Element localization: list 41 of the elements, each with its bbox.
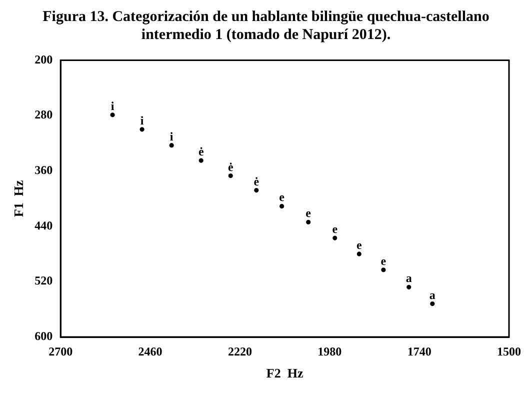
text: ė: [228, 160, 234, 174]
series-label: i: [110, 98, 115, 113]
series-label: a: [429, 288, 436, 302]
x-axis-title: F2 Hz: [266, 366, 304, 381]
point: [254, 188, 259, 193]
chart-title: Figura 13. Categorización de un hablante bilingüe quechua-castellano intermedio 1 (tomado de Napurí 2012).: [42, 8, 490, 44]
y-tick-label: 280: [34, 108, 53, 122]
text: e: [279, 190, 284, 204]
point: [169, 143, 174, 148]
series-label: e: [306, 206, 312, 220]
point: [332, 236, 338, 240]
x-tick-label: 1500: [497, 344, 521, 358]
x-tick-label: 2460: [138, 344, 162, 358]
text: e: [356, 238, 362, 252]
point: [356, 252, 362, 256]
x-tick-label: 1980: [318, 344, 342, 358]
point: [306, 220, 311, 224]
point: [280, 204, 284, 209]
point: [430, 301, 435, 306]
x-tick-label: 2220: [228, 344, 252, 358]
y-tick-label: 200: [34, 52, 53, 66]
text: e: [380, 254, 386, 268]
point: [406, 284, 412, 290]
text: a: [406, 271, 412, 286]
y-tick-label: 600: [34, 329, 53, 344]
point: [198, 158, 204, 163]
text: i: [170, 129, 174, 144]
point: [381, 268, 386, 272]
point: [110, 112, 115, 118]
x-tick-label: 2700: [48, 344, 73, 358]
point: [228, 173, 233, 178]
point: [140, 127, 144, 132]
text: e: [332, 222, 338, 236]
text: i: [140, 113, 144, 128]
y-axis-title: F1 Hz: [11, 180, 26, 218]
text: ė: [254, 174, 260, 188]
y-tick-label: 360: [34, 163, 53, 178]
x-tick-label: 1740: [407, 344, 432, 358]
y-tick-label: 440: [34, 218, 53, 232]
y-tick-label: 520: [34, 274, 53, 288]
series-label: ė: [198, 144, 204, 159]
